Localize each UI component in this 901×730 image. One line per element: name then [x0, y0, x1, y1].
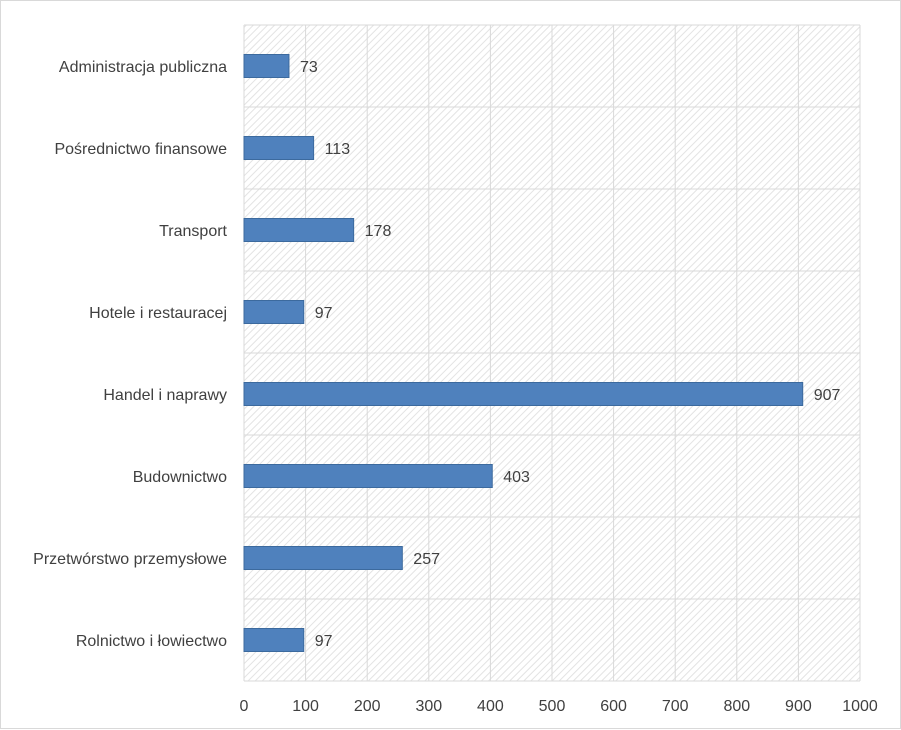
bar	[243, 546, 403, 570]
category-label: Handel i naprawy	[103, 387, 227, 404]
x-tick-label: 400	[477, 698, 504, 715]
data-label: 257	[413, 551, 440, 568]
data-label: 907	[814, 387, 841, 404]
x-tick-label: 1000	[842, 698, 878, 715]
category-label: Budownictwo	[133, 469, 227, 486]
category-label: Przetwórstwo przemysłowe	[33, 551, 227, 568]
x-tick-label: 300	[415, 698, 442, 715]
category-label: Rolnictwo i łowiectwo	[76, 633, 227, 650]
category-label: Hotele i restauracej	[89, 305, 227, 322]
x-tick-label: 900	[785, 698, 812, 715]
bar	[243, 54, 290, 78]
bar	[243, 382, 804, 406]
category-label: Administracja publiczna	[59, 59, 227, 76]
x-tick-labels: 0 100 200 300 400 500 600 700 800 900 1000	[240, 698, 878, 715]
data-label: 97	[315, 305, 333, 322]
grid-lines	[243, 24, 861, 682]
data-label: 113	[325, 141, 351, 158]
x-tick-label: 800	[723, 698, 750, 715]
bar	[243, 628, 305, 652]
bar	[243, 136, 315, 160]
x-tick-label: 700	[662, 698, 689, 715]
data-labels: 73 113 178 97 907 403 257 97	[300, 59, 841, 650]
data-label: 178	[365, 223, 392, 240]
x-tick-label: 500	[539, 698, 566, 715]
bar	[243, 300, 305, 324]
category-labels: Administracja publiczna Pośrednictwo fina…	[33, 59, 227, 650]
x-tick-label: 200	[354, 698, 381, 715]
data-label: 97	[315, 633, 333, 650]
x-tick-label: 600	[600, 698, 627, 715]
bars-group	[243, 54, 804, 652]
data-label: 73	[300, 59, 318, 76]
data-label: 403	[503, 469, 530, 486]
bar	[243, 464, 493, 488]
category-label: Pośrednictwo finansowe	[54, 141, 227, 158]
x-tick-label: 0	[240, 698, 249, 715]
category-label: Transport	[159, 223, 227, 240]
x-tick-label: 100	[292, 698, 319, 715]
bar	[243, 218, 355, 242]
